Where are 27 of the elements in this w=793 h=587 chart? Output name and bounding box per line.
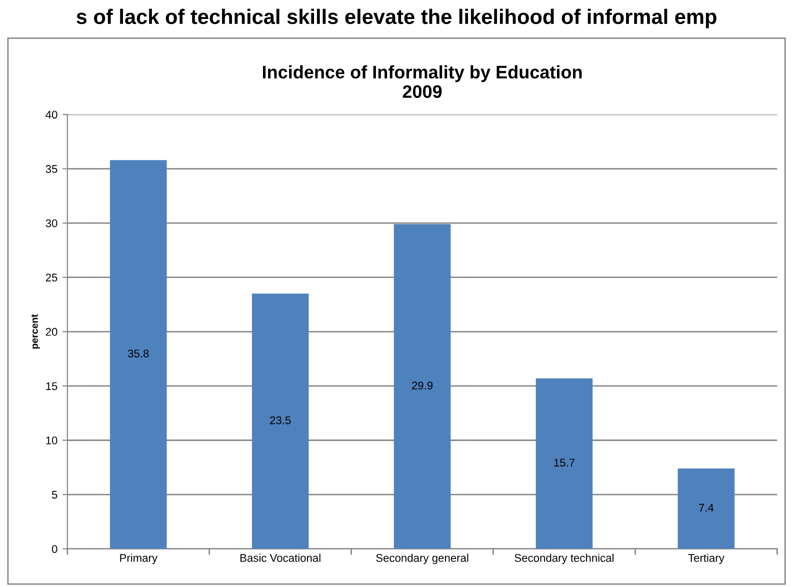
x-tick-label: Secondary technical xyxy=(514,554,614,564)
text: s of lack of technical skills elevate the likelihood of informal emp xyxy=(76,8,716,28)
data-label: 15.7 xyxy=(554,458,574,467)
data-label: 23.5 xyxy=(270,416,291,424)
y-axis-title: percent xyxy=(31,314,40,349)
y-tick-label: 20 xyxy=(46,328,58,336)
bar xyxy=(252,294,309,549)
y-tick-label: 25 xyxy=(46,274,58,282)
y-tick-label: 0 xyxy=(52,545,58,553)
bar xyxy=(110,160,167,549)
y-tick-label: 35 xyxy=(46,165,58,173)
y-tick-label: 30 xyxy=(46,219,58,228)
x-tick-label: Primary xyxy=(120,554,158,564)
x-tick-label: Tertiary xyxy=(688,554,724,564)
y-tick-label: 40 xyxy=(46,110,58,119)
chart-title: Incidence of Informality by Education 2009 xyxy=(262,65,582,98)
bar xyxy=(394,224,451,549)
data-label: 7.4 xyxy=(699,504,714,512)
y-tick-label: 5 xyxy=(52,490,58,499)
data-label: 29.9 xyxy=(412,382,433,390)
bar xyxy=(678,468,735,549)
bar xyxy=(536,378,593,549)
data-label: 35.8 xyxy=(128,350,149,358)
y-tick-label: 15 xyxy=(46,382,58,390)
x-tick-label: Basic Vocational xyxy=(240,554,320,562)
x-tick-label: Secondary general xyxy=(376,554,468,564)
y-tick-label: 10 xyxy=(46,436,58,444)
